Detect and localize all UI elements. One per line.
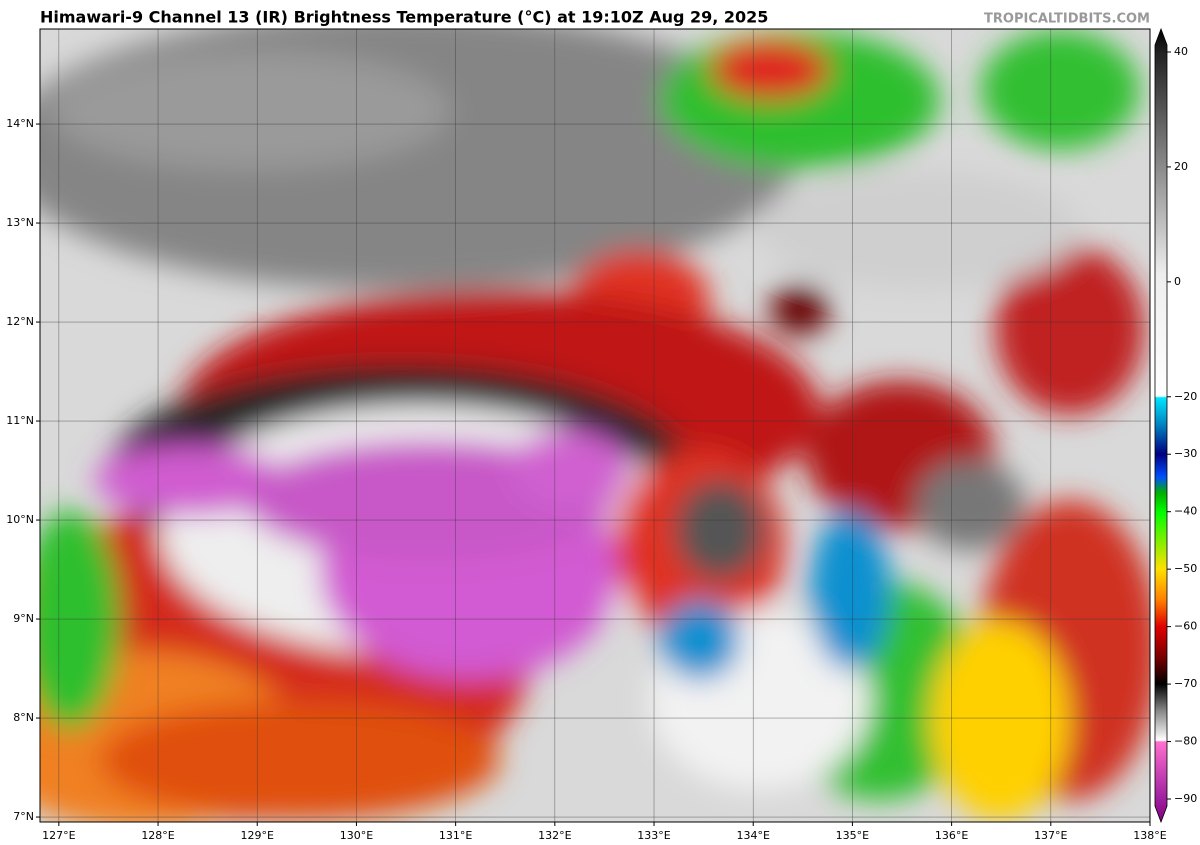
colorbar (1154, 27, 1168, 824)
y-tick-label: 7°N (13, 810, 34, 823)
colorbar-label: −60 (1174, 620, 1197, 633)
y-tick-label: 12°N (6, 315, 34, 328)
colorbar-label: 40 (1174, 45, 1188, 58)
x-tick-label: 128°E (141, 829, 174, 842)
x-tick-label: 133°E (637, 829, 670, 842)
y-tick-label: 13°N (6, 216, 34, 229)
colorbar-label: −30 (1174, 447, 1197, 460)
watermark: TROPICALTIDBITS.COM (984, 12, 1150, 27)
cloud-region (660, 600, 740, 680)
cloud-region (770, 285, 830, 335)
x-tick-label: 130°E (340, 829, 373, 842)
satellite-image (40, 29, 1150, 822)
x-tick-label: 134°E (736, 829, 769, 842)
colorbar-label: −20 (1174, 390, 1197, 403)
cloud-region (710, 40, 830, 100)
cloud-region (50, 50, 450, 170)
x-tick-label: 127°E (42, 829, 75, 842)
cloud-region (810, 510, 890, 670)
x-tick-label: 135°E (836, 829, 869, 842)
y-tick-label: 9°N (13, 612, 34, 625)
title: Himawari-9 Channel 13 (IR) Brightness Te… (40, 8, 768, 27)
x-tick-label: 131°E (439, 829, 472, 842)
x-tick-label: 132°E (538, 829, 571, 842)
map-frame (39, 28, 1151, 823)
x-tick-label: 138°E (1133, 829, 1166, 842)
colorbar-label: −90 (1174, 792, 1197, 805)
cloud-region (95, 445, 285, 515)
y-tick-label: 14°N (6, 117, 34, 130)
colorbar-label: 20 (1174, 160, 1188, 173)
graticule: 127°E 128°E 129°E 130°E 131°E 132°E 133°E 134°E… (6, 29, 1167, 842)
cloud-region (510, 430, 630, 510)
cloud-region (930, 620, 1070, 820)
colorbar-label: −40 (1174, 505, 1197, 518)
x-tick-label: 129°E (241, 829, 274, 842)
cloud-region (980, 30, 1140, 150)
colorbar-label: −80 (1174, 735, 1197, 748)
colorbar-label: 0 (1174, 275, 1181, 288)
x-tick-label: 136°E (935, 829, 968, 842)
y-tick-label: 8°N (13, 711, 34, 724)
colorbar-label: −50 (1174, 562, 1197, 575)
y-tick-label: 11°N (6, 414, 34, 427)
y-tick-label: 10°N (6, 513, 34, 526)
x-tick-label: 137°E (1034, 829, 1067, 842)
colorbar-label: −70 (1174, 677, 1197, 690)
cloud-region (995, 245, 1145, 415)
cloud-region (675, 480, 765, 580)
cloud-region (100, 700, 500, 820)
cloud-region (40, 510, 120, 730)
cloud-region (915, 460, 1025, 550)
cloud-region (760, 170, 1080, 290)
